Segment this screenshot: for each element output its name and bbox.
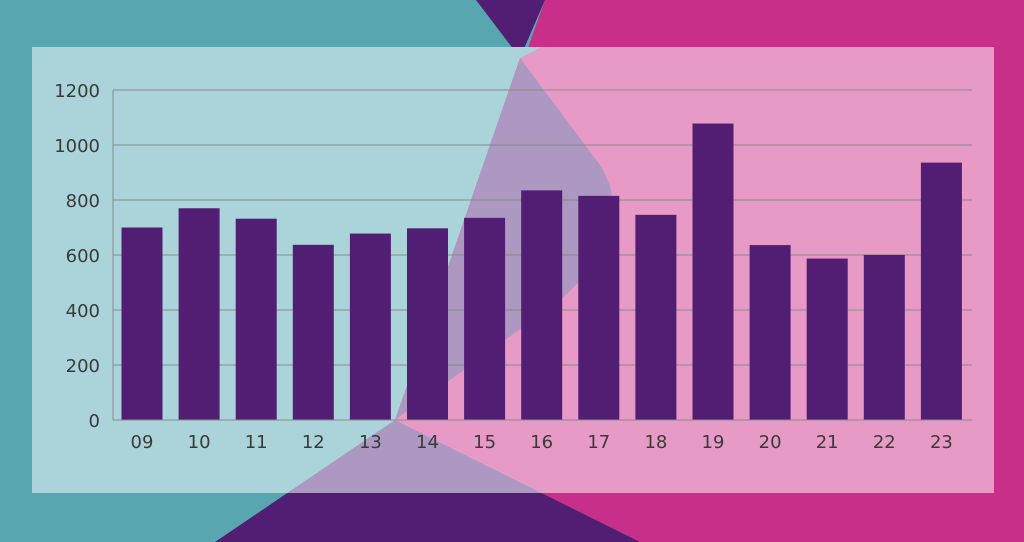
bar-23: [920, 162, 962, 420]
background-purple-top: [476, 0, 545, 58]
x-tick-label: 18: [644, 432, 667, 453]
bar-18: [635, 214, 677, 420]
panel-overlap: [287, 58, 614, 493]
x-tick-label: 09: [131, 432, 154, 453]
x-tick-label: 17: [587, 432, 610, 453]
bar-12: [292, 244, 334, 420]
bar-22: [863, 255, 905, 420]
x-tick-label: 11: [245, 432, 268, 453]
y-tick-label: 400: [66, 301, 100, 322]
x-tick-label: 19: [702, 432, 725, 453]
bar-17: [578, 195, 620, 420]
bars: [121, 123, 962, 421]
bar-16: [521, 190, 563, 420]
bar-09: [121, 227, 163, 420]
bar-10: [178, 208, 220, 420]
bar-14: [407, 228, 448, 420]
y-tick-label: 0: [89, 411, 100, 432]
y-tick-label: 1200: [54, 81, 100, 102]
x-tick-label: 12: [302, 432, 325, 453]
x-tick-label: 21: [816, 432, 839, 453]
bar-13: [349, 233, 391, 420]
x-tick-label: 22: [873, 432, 896, 453]
x-tick-label: 23: [930, 432, 953, 453]
x-tick-label: 10: [188, 432, 211, 453]
bar-15: [464, 217, 506, 420]
y-tick-label: 200: [66, 356, 100, 377]
x-tick-label: 14: [416, 432, 439, 453]
x-tick-label: 15: [473, 432, 496, 453]
bar-20: [749, 245, 791, 420]
bar-19: [692, 123, 734, 421]
y-tick-label: 800: [66, 191, 100, 212]
bar-21: [806, 258, 848, 420]
x-tick-labels: 09 10 11 12 13 14 15 16 17 18 19 20 21 22 23: [131, 432, 953, 453]
x-tick-label: 20: [759, 432, 782, 453]
y-tick-label: 600: [66, 246, 100, 267]
x-tick-label: 16: [530, 432, 553, 453]
y-tick-labels: 0 200 400 600 800 1000 1200: [54, 81, 100, 432]
y-tick-label: 1000: [54, 136, 100, 157]
x-tick-label: 13: [359, 432, 382, 453]
bar-11: [235, 218, 277, 420]
